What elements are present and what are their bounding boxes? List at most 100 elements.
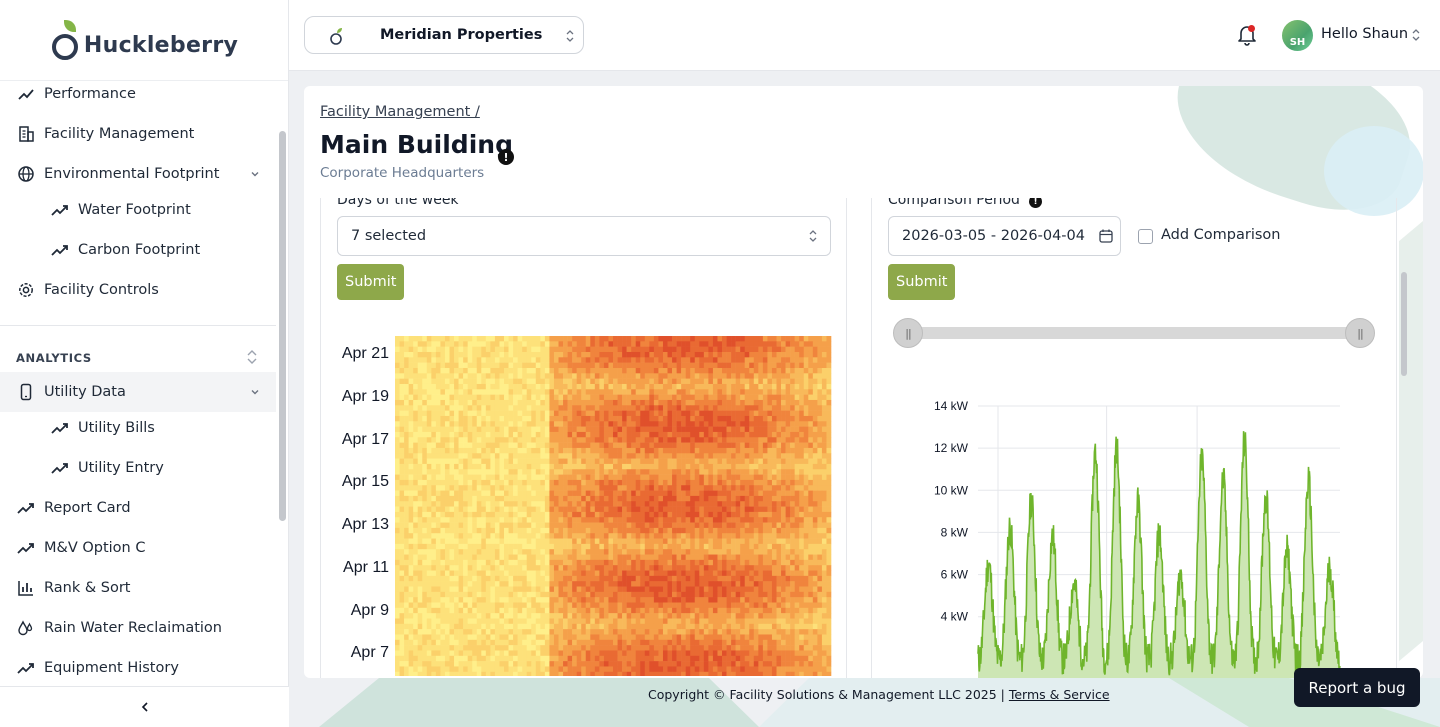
heatmap-cell	[781, 453, 786, 459]
heatmap-cell	[585, 373, 591, 379]
heatmap-cell	[513, 389, 518, 395]
heatmap-cell	[622, 581, 627, 587]
heatmap-cell	[540, 399, 546, 406]
heatmap-cell	[594, 341, 600, 347]
heatmap-cell	[549, 490, 555, 497]
sidebar-item-rain-water[interactable]: Rain Water Reclaimation	[0, 608, 276, 648]
heatmap-cell	[694, 554, 700, 561]
sidebar-item-report-card[interactable]: Report Card	[0, 488, 276, 528]
heatmap-cell	[422, 405, 428, 411]
heatmap-cell	[553, 501, 559, 507]
heatmap-cell	[458, 527, 464, 534]
heatmap-cell	[821, 378, 827, 385]
sort-toggle-icon[interactable]	[245, 348, 259, 370]
sidebar-item-performance[interactable]: Performance	[0, 82, 276, 114]
heatmap-cell	[744, 415, 750, 422]
heatmap-cell	[649, 410, 655, 417]
heatmap-cell	[790, 549, 795, 555]
heatmap-cell	[667, 522, 673, 529]
heatmap-cell	[753, 591, 759, 598]
sidebar-item-water-footprint[interactable]: Water Footprint	[0, 190, 276, 230]
sidebar-scrollbar[interactable]	[279, 131, 286, 521]
heatmap-cell	[508, 501, 514, 507]
heatmap-cell	[476, 586, 482, 593]
heatmap-cell	[467, 511, 473, 518]
heatmap-cell	[517, 575, 523, 582]
heatmap-cell	[635, 437, 641, 443]
heatmap-cell	[494, 346, 500, 353]
heatmap-cell	[494, 410, 500, 417]
heatmap-cell	[740, 559, 746, 566]
heatmap-cell	[653, 501, 659, 507]
heatmap-cell	[649, 383, 655, 390]
heatmap-cell	[808, 565, 814, 571]
heatmap-cell	[608, 581, 614, 587]
heatmap-cell	[563, 362, 568, 369]
heatmap-cell	[749, 538, 755, 545]
heatmap-cell	[572, 570, 577, 577]
days-of-week-select[interactable]: 7 selected	[337, 216, 831, 256]
user-menu-caret-icon[interactable]	[1411, 27, 1421, 46]
heatmap-cell	[553, 431, 559, 438]
heatmap-cell	[712, 586, 718, 593]
heatmap-cell	[812, 415, 818, 422]
submit-days-button[interactable]: Submit	[337, 264, 405, 300]
heatmap-cell	[785, 479, 791, 486]
heatmap-cell	[467, 506, 473, 513]
heatmap-cell	[426, 575, 432, 582]
heatmap-cell	[522, 458, 528, 465]
heatmap-cell	[658, 394, 664, 401]
heatmap-cell	[776, 597, 782, 603]
heatmap-cell	[817, 447, 823, 454]
heatmap-cell	[776, 602, 782, 609]
sidebar-item-utility-data[interactable]: Utility Data	[0, 372, 276, 412]
sidebar-item-utility-bills[interactable]: Utility Bills	[0, 408, 276, 448]
sidebar-item-equipment-history[interactable]: Equipment History	[0, 648, 276, 686]
heatmap-cell	[508, 506, 514, 513]
heatmap-cell	[535, 570, 541, 577]
user-greeting[interactable]: Hello Shaun	[1321, 26, 1409, 42]
sidebar-item-rank-sort[interactable]: Rank & Sort	[0, 568, 276, 608]
heatmap-cell	[558, 575, 564, 582]
heatmap-cell	[767, 389, 773, 395]
heatmap-cell	[808, 522, 814, 529]
sidebar-item-utility-entry[interactable]: Utility Entry	[0, 448, 276, 488]
heatmap-cell	[472, 469, 478, 475]
heatmap-cell	[676, 554, 682, 561]
heatmap-cell	[408, 602, 414, 609]
heatmap-cell	[422, 399, 428, 406]
heatmap-cell	[563, 458, 568, 465]
breadcrumb[interactable]: Facility Management /	[320, 104, 480, 120]
heatmap-cell	[481, 421, 487, 427]
heatmap-cell	[790, 463, 795, 470]
heatmap-cell	[531, 437, 537, 443]
collapse-sidebar-button[interactable]	[0, 686, 289, 727]
heatmap-cell	[740, 463, 746, 470]
avatar[interactable]: SH	[1282, 20, 1313, 51]
heatmap-cell	[703, 357, 709, 363]
heatmap-cell	[613, 485, 618, 491]
sidebar-item-environmental-footprint[interactable]: Environmental Footprint	[0, 154, 276, 194]
notifications-button[interactable]	[1237, 24, 1257, 50]
heatmap-cell	[812, 362, 818, 369]
logo[interactable]: Huckleberry	[0, 0, 288, 81]
heatmap-cell	[413, 351, 419, 358]
heatmap-cell	[531, 479, 537, 486]
heatmap-cell	[744, 383, 750, 390]
heatmap-cell	[781, 490, 786, 497]
heatmap-cell	[454, 346, 459, 353]
heatmap-cell	[613, 597, 618, 603]
heatmap-cell	[399, 399, 405, 406]
heatmap-cell	[712, 527, 718, 534]
heatmap-cell	[540, 383, 546, 390]
sidebar-item-facility-management[interactable]: Facility Management	[0, 114, 276, 154]
organization-select[interactable]: Meridian Properties	[304, 16, 584, 54]
heatmap-cell	[404, 490, 409, 497]
sidebar-item-carbon-footprint[interactable]: Carbon Footprint	[0, 230, 276, 270]
info-icon[interactable]: !	[498, 149, 514, 165]
sidebar-item-mv-option-c[interactable]: M&V Option C	[0, 528, 276, 568]
heatmap-cell	[481, 362, 487, 369]
heatmap-cell	[749, 442, 755, 449]
heatmap-cell	[726, 389, 732, 395]
sidebar-item-facility-controls[interactable]: Facility Controls	[0, 270, 276, 310]
